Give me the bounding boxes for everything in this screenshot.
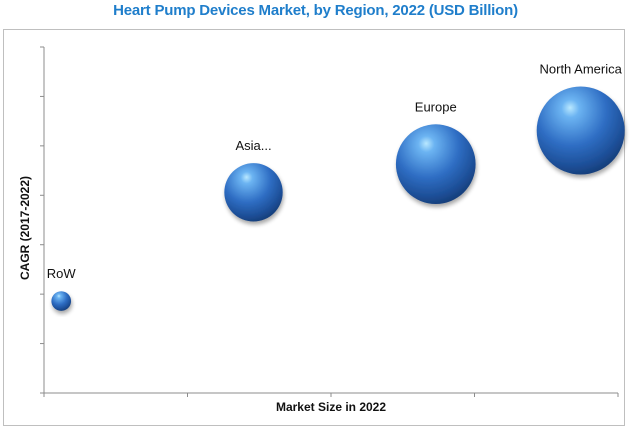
x-ticks (43, 393, 619, 397)
chart-title: Heart Pump Devices Market, by Region, 20… (113, 2, 518, 19)
bubble-label: RoW (47, 266, 77, 281)
axes (43, 47, 618, 394)
bubble-labels: RoW Asia... Europe North America (47, 62, 623, 282)
bubble-north-america (536, 86, 625, 175)
y-ticks (40, 46, 44, 394)
bubble-label: Europe (415, 99, 457, 114)
bubble-asia (224, 163, 283, 222)
bubble-label: North America (540, 62, 623, 77)
x-axis-title: Market Size in 2022 (276, 400, 386, 414)
bubble-europe (395, 124, 476, 204)
bubble-row (51, 291, 72, 311)
chart-frame (3, 29, 625, 426)
bubble-label: Asia... (235, 138, 271, 153)
bubbles (51, 86, 625, 311)
y-axis-title: CAGR (2017-2022) (18, 176, 32, 280)
